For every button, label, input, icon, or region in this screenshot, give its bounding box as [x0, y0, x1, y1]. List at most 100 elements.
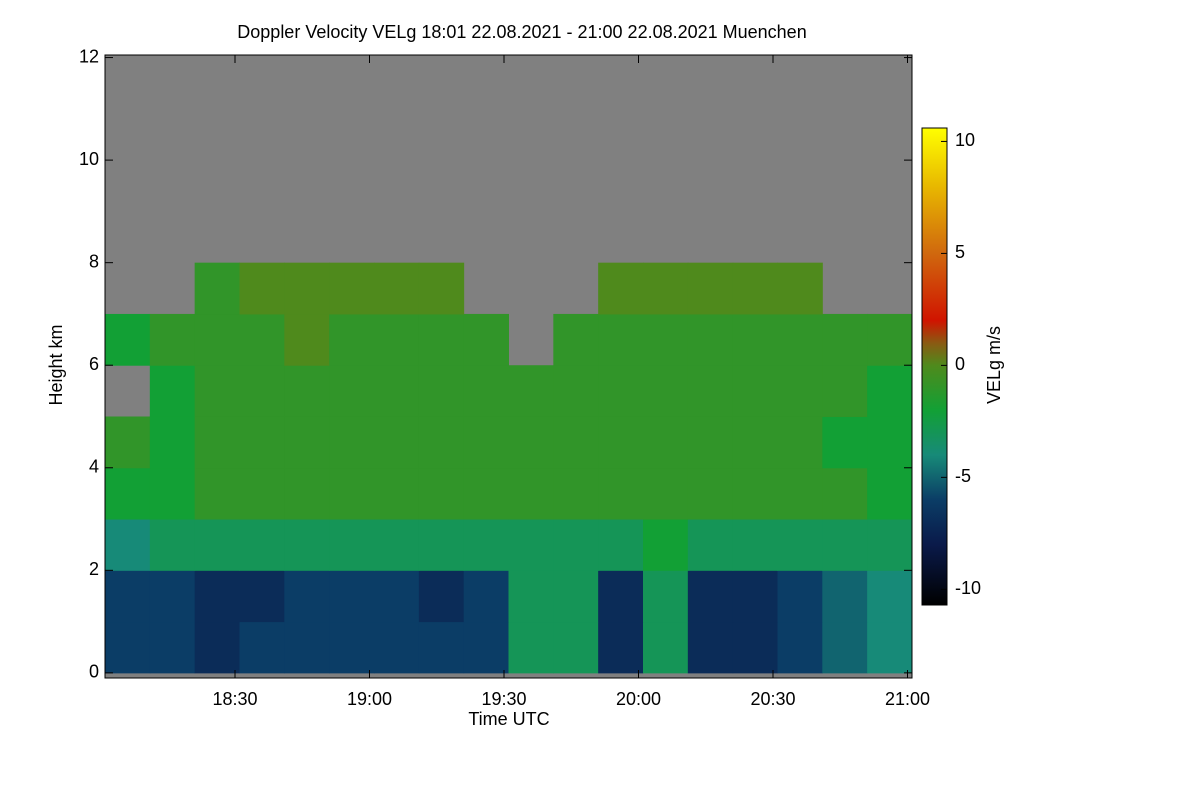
- heatmap-cell: [822, 416, 868, 469]
- heatmap-cell: [598, 416, 644, 469]
- x-tick-label: 20:30: [750, 689, 795, 709]
- heatmap-cell: [329, 621, 375, 674]
- heatmap-cell: [418, 313, 465, 366]
- y-tick-label: 8: [89, 251, 99, 271]
- heatmap-cell: [374, 570, 420, 623]
- heatmap-cell: [284, 416, 330, 469]
- heatmap-cell: [463, 570, 509, 623]
- heatmap-cell: [732, 621, 778, 674]
- heatmap-cell: [508, 621, 554, 674]
- heatmap-cell: [149, 570, 196, 623]
- heatmap-cell: [598, 519, 644, 571]
- colorbar-tick-label: 5: [955, 242, 965, 262]
- heatmap-cell: [553, 519, 599, 571]
- heatmap-cell: [374, 313, 420, 366]
- heatmap-cell: [194, 313, 240, 366]
- heatmap-cell: [553, 365, 599, 417]
- heatmap-cell: [105, 621, 151, 674]
- heatmap-cell: [777, 570, 823, 623]
- heatmap-cell: [418, 519, 465, 571]
- heatmap-cell: [149, 621, 196, 674]
- heatmap-cell: [239, 262, 285, 315]
- heatmap-cell: [867, 467, 913, 520]
- heatmap-cell: [867, 313, 913, 366]
- heatmap-cell: [418, 262, 465, 315]
- heatmap-cell: [194, 365, 240, 417]
- heatmap-cell: [553, 313, 599, 366]
- chart-title: Doppler Velocity VELg 18:01 22.08.2021 -…: [237, 22, 806, 42]
- heatmap-cell: [822, 467, 868, 520]
- x-tick-label: 18:30: [212, 689, 257, 709]
- colorbar-label: VELg m/s: [984, 326, 1004, 404]
- heatmap-cell: [732, 467, 778, 520]
- y-tick-label: 2: [89, 559, 99, 579]
- heatmap-cell: [598, 262, 644, 315]
- heatmap-cell: [284, 365, 330, 417]
- heatmap-cell: [777, 416, 823, 469]
- heatmap-cell: [105, 313, 151, 366]
- heatmap-cell: [553, 416, 599, 469]
- heatmap-cell: [463, 621, 509, 674]
- heatmap-cell: [284, 313, 330, 366]
- plot-frame: [104, 54, 913, 679]
- heatmap-cell: [867, 519, 913, 571]
- heatmap-cell: [508, 570, 554, 623]
- heatmap-cell: [105, 416, 151, 469]
- heatmap-cell: [508, 519, 554, 571]
- heatmap-cell: [822, 365, 868, 417]
- heatmap-cell: [687, 570, 734, 623]
- heatmap-cell: [239, 621, 285, 674]
- x-tick-label: 19:30: [481, 689, 526, 709]
- heatmap-cell: [463, 313, 509, 366]
- heatmap-cell: [149, 365, 196, 417]
- x-tick-label: 21:00: [885, 689, 930, 709]
- heatmap-cell: [105, 570, 151, 623]
- heatmap-cell: [732, 416, 778, 469]
- heatmap-cell: [463, 467, 509, 520]
- heatmap-cell: [598, 467, 644, 520]
- heatmap-cell: [643, 467, 689, 520]
- heatmap-cell: [598, 621, 644, 674]
- heatmap-cell: [732, 313, 778, 366]
- heatmap-cell: [822, 519, 868, 571]
- heatmap-cell: [867, 570, 913, 623]
- heatmap-cell: [329, 519, 375, 571]
- heatmap-cell: [329, 570, 375, 623]
- y-axis-label: Height km: [46, 324, 66, 405]
- heatmap-cell: [418, 570, 465, 623]
- heatmap-cell: [374, 365, 420, 417]
- y-tick-label: 4: [89, 457, 99, 477]
- heatmap-cell: [643, 621, 689, 674]
- heatmap-cell: [463, 519, 509, 571]
- heatmap-cell: [418, 467, 465, 520]
- heatmap-cell: [732, 519, 778, 571]
- heatmap-cell: [732, 262, 778, 315]
- heatmap-cell: [643, 365, 689, 417]
- heatmap-cell: [598, 365, 644, 417]
- heatmap-cell: [822, 313, 868, 366]
- heatmap-cell: [194, 570, 240, 623]
- heatmap-cell: [867, 416, 913, 469]
- heatmap-cell: [463, 365, 509, 417]
- heatmap-cell: [149, 467, 196, 520]
- y-tick-label: 10: [79, 149, 99, 169]
- heatmap-cell: [194, 467, 240, 520]
- heatmap-cell: [239, 313, 285, 366]
- heatmap-cell: [284, 262, 330, 315]
- heatmap-cell: [553, 621, 599, 674]
- heatmap-cell: [508, 365, 554, 417]
- heatmap-cell: [418, 621, 465, 674]
- heatmap-cell: [418, 416, 465, 469]
- heatmap-cell: [777, 621, 823, 674]
- heatmap-cell: [643, 416, 689, 469]
- heatmap-cell: [284, 467, 330, 520]
- y-tick-label: 0: [89, 662, 99, 682]
- heatmap-cell: [687, 467, 734, 520]
- heatmap-cell: [284, 519, 330, 571]
- heatmap-cell: [687, 621, 734, 674]
- heatmap-cell: [463, 416, 509, 469]
- colorbar-tick-label: 0: [955, 354, 965, 374]
- colorbar-tick-label: 10: [955, 130, 975, 150]
- y-tick-label: 12: [79, 46, 99, 66]
